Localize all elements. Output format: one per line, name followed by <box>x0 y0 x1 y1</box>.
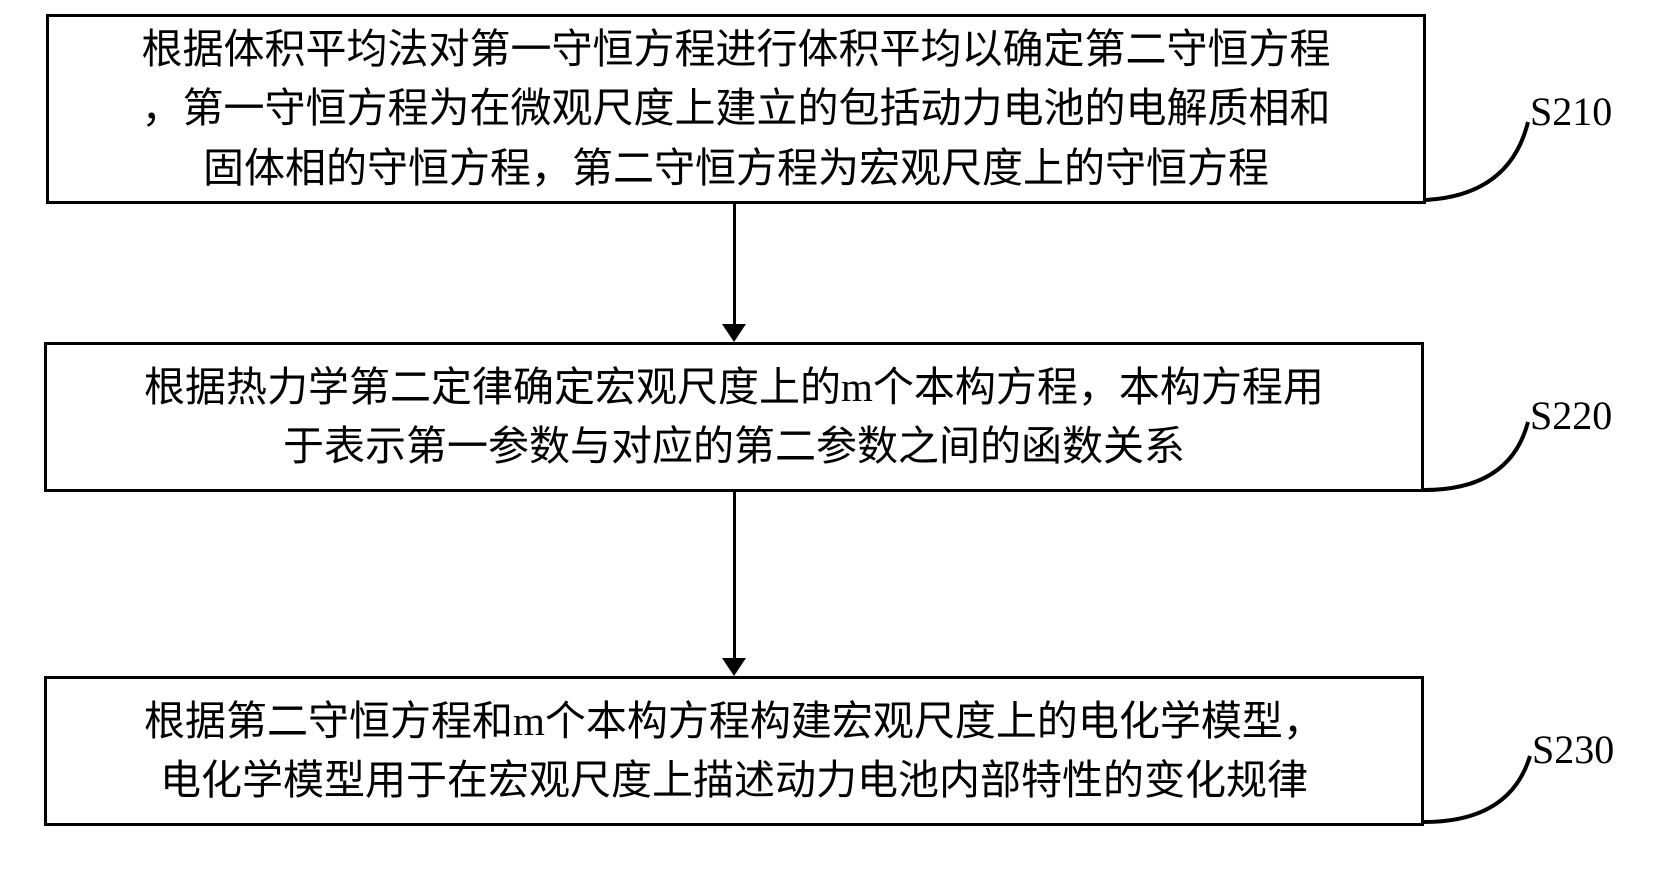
flow-arrow-head <box>722 324 746 342</box>
callout-curve-s230 <box>1419 751 1535 827</box>
callout-curve-s210 <box>1421 117 1533 205</box>
callout-path <box>1424 422 1528 490</box>
callout-path <box>1424 756 1530 822</box>
flowchart-canvas: 根据体积平均法对第一守恒方程进行体积平均以确定第二守恒方程 ，第一守恒方程为在微… <box>0 0 1678 890</box>
callout-path <box>1426 122 1528 200</box>
step-label-s210: S210 <box>1530 88 1612 135</box>
flow-arrow-line <box>733 492 736 658</box>
step-label-s230: S230 <box>1532 726 1614 773</box>
flowchart-node-s230: 根据第二守恒方程和m个本构方程构建宏观尺度上的电化学模型， 电化学模型用于在宏观… <box>44 676 1424 826</box>
node-text: 根据热力学第二定律确定宏观尺度上的m个本构方程，本构方程用 于表示第一参数与对应… <box>144 358 1324 477</box>
node-text: 根据第二守恒方程和m个本构方程构建宏观尺度上的电化学模型， 电化学模型用于在宏观… <box>144 692 1324 811</box>
node-text: 根据体积平均法对第一守恒方程进行体积平均以确定第二守恒方程 ，第一守恒方程为在微… <box>142 20 1331 198</box>
step-label-s220: S220 <box>1530 392 1612 439</box>
flow-arrow-line <box>733 204 736 324</box>
callout-curve-s220 <box>1419 417 1533 495</box>
flow-arrow-head <box>722 658 746 676</box>
flowchart-node-s210: 根据体积平均法对第一守恒方程进行体积平均以确定第二守恒方程 ，第一守恒方程为在微… <box>46 14 1426 204</box>
flowchart-node-s220: 根据热力学第二定律确定宏观尺度上的m个本构方程，本构方程用 于表示第一参数与对应… <box>44 342 1424 492</box>
